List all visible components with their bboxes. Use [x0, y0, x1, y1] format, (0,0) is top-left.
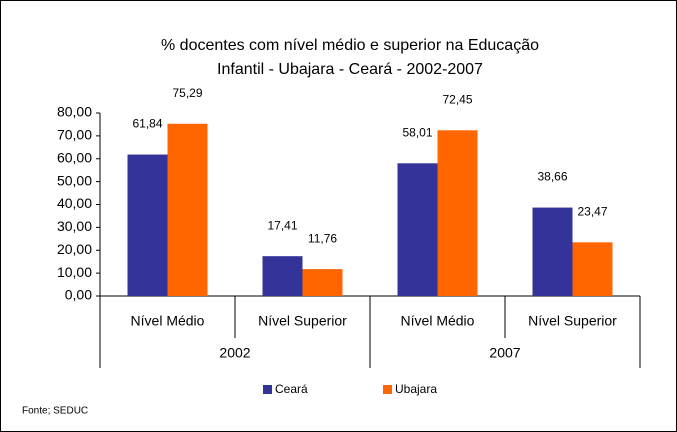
y-tick-label: 10,00 — [57, 264, 92, 280]
bar — [262, 256, 303, 296]
legend-swatch — [263, 385, 272, 394]
x-tick-label: Nível Superior — [258, 313, 347, 329]
bar — [437, 130, 478, 296]
x-tick-label: Nível Médio — [401, 313, 475, 329]
legend-swatch — [383, 385, 392, 394]
y-tick-label: 70,00 — [57, 127, 92, 143]
y-tick-label: 80,00 — [57, 104, 92, 120]
bar — [532, 207, 573, 296]
value-label: 72,45 — [442, 92, 472, 106]
bar — [397, 163, 438, 296]
bar — [572, 242, 613, 296]
value-label: 23,47 — [577, 204, 607, 218]
legend-label: Ubajara — [395, 382, 437, 396]
y-tick-label: 40,00 — [57, 195, 92, 211]
value-label: 58,01 — [402, 125, 432, 139]
source: Fonte; SEDUC — [22, 406, 88, 417]
x-tick-label: Nível Superior — [528, 313, 617, 329]
y-tick-label: 30,00 — [57, 218, 92, 234]
value-label: 61,84 — [132, 117, 162, 131]
y-tick-label: 20,00 — [57, 241, 92, 257]
value-label: 38,66 — [537, 170, 567, 184]
group-label: 2007 — [489, 345, 520, 361]
chart-title: Infantil - Ubajara - Ceará - 2002-2007 — [217, 61, 483, 78]
bar — [302, 269, 343, 296]
group-label: 2002 — [219, 345, 250, 361]
y-tick-label: 60,00 — [57, 149, 92, 165]
chart-title: % docentes com nível médio e superior na… — [161, 37, 539, 54]
y-tick-label: 0,00 — [65, 287, 92, 303]
x-tick-label: Nível Médio — [131, 313, 205, 329]
value-label: 11,76 — [308, 231, 337, 245]
bar — [127, 154, 168, 296]
value-label: 75,29 — [172, 86, 202, 100]
y-tick-label: 50,00 — [57, 172, 92, 188]
value-label: 17,41 — [267, 218, 297, 232]
bar — [167, 123, 208, 296]
legend-label: Ceará — [275, 382, 308, 396]
